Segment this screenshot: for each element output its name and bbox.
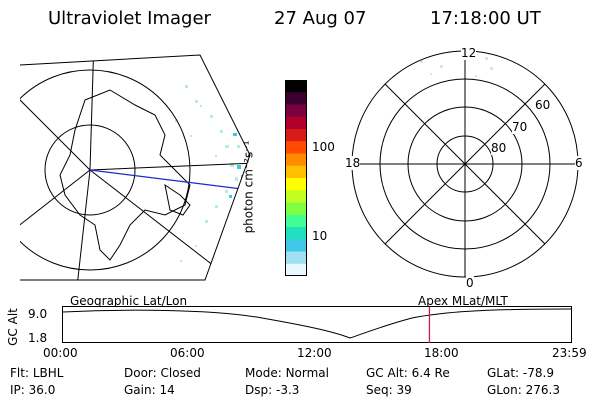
status-dsp: Dsp: -3.3 [245,383,300,397]
track-line [89,169,250,191]
colorbar-swatch [286,104,306,118]
geographic-map [19,54,251,281]
colorbar-swatch [286,190,306,203]
colorbar-swatch [286,129,306,142]
time-label: 17:18:00 UT [430,8,541,29]
antarctica-outline [59,89,191,261]
status-glat: GLat: -78.9 [487,366,554,380]
polar-plot [351,50,579,278]
colorbar-swatch [286,214,306,228]
timeline-x-0600: 06:00 [170,346,205,360]
colorbar-swatch [286,202,306,216]
colorbar-unit-label: photon cm⁻²s⁻¹ [241,140,256,234]
status-flt: Flt: LBHL [10,366,64,380]
apex-caption: Apex MLat/MLT [418,294,508,308]
altitude-timeline [62,306,572,343]
emission-speckle [175,85,243,262]
altitude-curve [62,308,572,339]
mlt-label-0: 0 [466,276,474,290]
mlt-label-18: 18 [345,156,361,170]
color-bar [285,80,307,276]
mlt-label-6: 6 [575,156,583,170]
timeline-x-2359: 23:59 [552,346,587,360]
status-glon: GLon: 276.3 [487,383,560,397]
colorbar-swatch [286,239,306,252]
colorbar-swatch [286,92,306,105]
status-seq: Seq: 39 [366,383,412,397]
colorbar-swatch [286,227,306,240]
mlat-label-60: 60 [535,98,551,112]
colorbar-swatch [286,178,306,191]
colorbar-swatch [286,141,306,154]
status-gain: Gain: 14 [124,383,175,397]
colorbar-swatch [286,116,306,130]
status-ip: IP: 36.0 [10,383,56,397]
timeline-y-bottom: 1.8 [28,331,48,345]
date-label: 27 Aug 07 [274,8,367,29]
colorbar-swatch [286,251,306,265]
colorbar-tick-100: 100 [312,140,335,154]
colorbar-swatch [286,263,306,276]
mlt-label-12: 12 [461,46,477,60]
timeline-x-0000: 00:00 [43,346,78,360]
timeline-axis-title: GC Alt [5,308,20,346]
instrument-title: Ultraviolet Imager [48,8,211,29]
timeline-y-top: 9.0 [28,307,48,321]
colorbar-swatch [286,165,306,179]
colorbar-tick-10: 10 [312,229,328,243]
geographic-caption: Geographic Lat/Lon [70,294,188,308]
status-mode: Mode: Normal [245,366,329,380]
colorbar-swatch [286,80,306,93]
mlat-label-80: 80 [491,141,507,155]
timeline-x-1800: 18:00 [424,346,459,360]
colorbar-swatch [286,153,306,167]
status-gc-alt: GC Alt: 6.4 Re [366,366,450,380]
timeline-x-1200: 12:00 [297,346,332,360]
mlat-label-70: 70 [512,120,528,134]
status-door: Door: Closed [124,366,201,380]
